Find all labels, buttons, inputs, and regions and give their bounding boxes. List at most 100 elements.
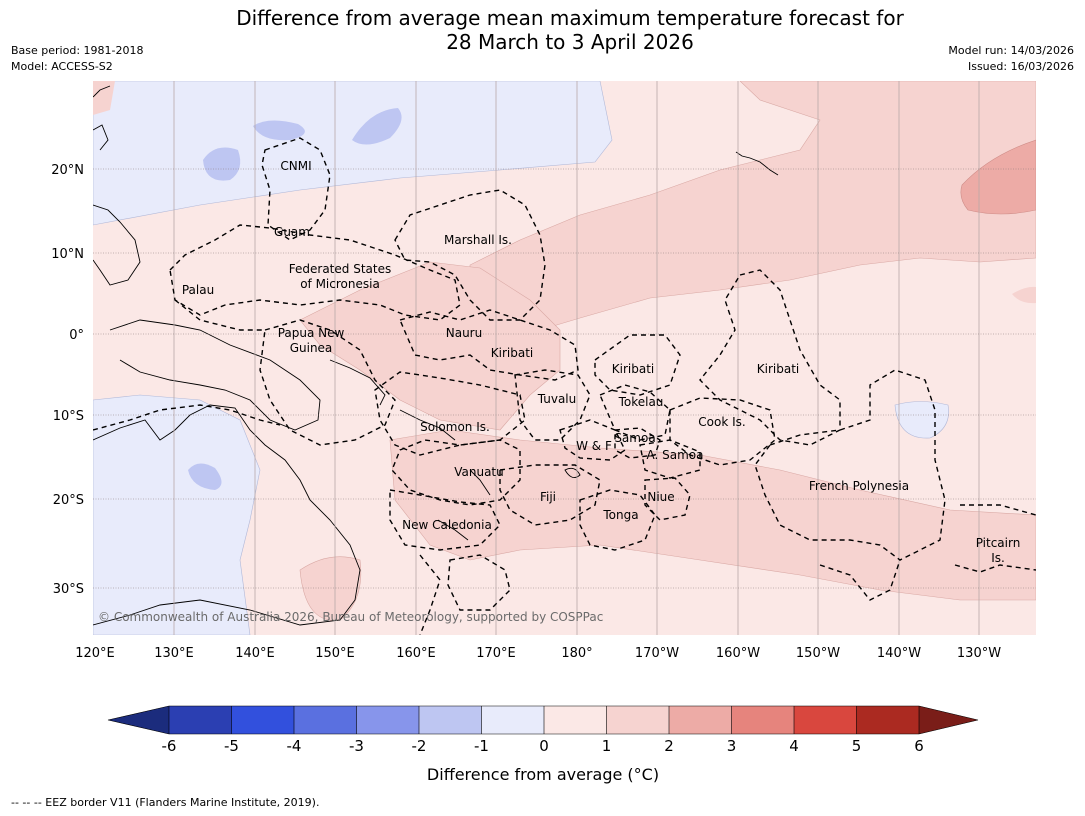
colorbar-label: Difference from average (°C)	[427, 765, 659, 784]
colorbar-tick: 5	[852, 737, 862, 755]
field-cold-patch-2	[203, 147, 241, 181]
field-hot-patch	[960, 139, 1036, 215]
chart-title: Difference from average mean maximum tem…	[140, 6, 1000, 54]
field-cool-north	[93, 81, 613, 226]
lon-label: 140°E	[235, 646, 275, 661]
label-kiribati-west: Kiribati	[491, 346, 533, 360]
lon-label: 130°E	[154, 646, 194, 661]
eez-tuvalu	[514, 369, 591, 441]
model-name: Model: ACCESS-S2	[11, 60, 113, 73]
lon-label: 150°W	[796, 646, 840, 661]
lon-label: 160°W	[716, 646, 760, 661]
label-png-2: Guinea	[290, 341, 333, 355]
eez-american-samoa	[639, 439, 701, 479]
field-cool-patch-east	[894, 401, 949, 439]
eez-norfolk	[447, 554, 511, 611]
colorbar-tick: -5	[224, 737, 239, 755]
colorbar: -6 -5 -4 -3 -2 -1 0 1 2 3 4 5 6 Differen…	[107, 705, 979, 784]
meta-right: Model run: 14/03/2026 Issued: 16/03/2026	[948, 43, 1074, 75]
coastlines	[93, 85, 779, 626]
lon-label: 170°E	[476, 646, 516, 661]
colorbar-tick: 2	[664, 737, 674, 755]
coast-vanuatu	[469, 469, 491, 496]
lat-label: 0°	[69, 328, 84, 343]
coast-solomon	[399, 409, 456, 441]
label-french-polynesia: French Polynesia	[809, 479, 909, 493]
eez-footnote: -- -- -- EEZ border V11 (Flanders Marine…	[11, 796, 320, 809]
colorbar-bin	[544, 706, 607, 734]
title-line-1: Difference from average mean maximum tem…	[236, 6, 904, 30]
lon-label: 160°E	[396, 646, 436, 661]
colorbar-tick: 1	[602, 737, 612, 755]
label-niue: Niue	[647, 490, 674, 504]
field-warm-equatorial	[299, 261, 561, 431]
label-american-samoa: A. Samoa	[647, 448, 704, 462]
meta-left: Base period: 1981-2018 Model: ACCESS-S2	[11, 43, 143, 75]
label-pitcairn-2: Is.	[991, 551, 1005, 565]
field-warm-south	[389, 429, 1036, 601]
label-cnmi: CNMI	[280, 159, 311, 173]
lat-label: 20°S	[53, 493, 84, 508]
label-fsm-2: of Micronesia	[300, 277, 380, 291]
label-tuvalu: Tuvalu	[537, 392, 577, 406]
eez-palau	[174, 299, 265, 331]
map-fields: CNMI Guam Marshall Is. Federated States …	[93, 81, 1036, 635]
field-cold-patch-3	[352, 108, 402, 145]
colorbar-extend-low	[108, 706, 169, 734]
eez-kermadec	[819, 559, 901, 601]
lat-axis-labels: 20°N 10°N 0° 10°S 20°S 30°S	[51, 163, 84, 597]
colorbar-tick: -3	[349, 737, 364, 755]
field-warm-corner	[93, 81, 115, 115]
eez-cnmi-guam	[261, 137, 331, 241]
coast-fiji	[564, 467, 581, 479]
eez-nauru-kiribati	[399, 309, 579, 381]
label-palau: Palau	[182, 283, 214, 297]
eez-borders	[93, 137, 1036, 635]
label-wallis-futuna: W & F	[576, 439, 612, 453]
eez-samoa	[614, 427, 661, 459]
field-warm-edge	[1012, 286, 1036, 304]
colorbar-extend-high	[919, 706, 978, 734]
lon-label: 180°	[561, 646, 592, 661]
colorbar-bin	[731, 706, 794, 734]
lon-label: 170°W	[635, 646, 679, 661]
forecast-map: CNMI Guam Marshall Is. Federated States …	[51, 81, 1036, 784]
eez-wallis-futuna	[559, 419, 626, 461]
label-solomon: Solomon Is.	[420, 420, 490, 434]
label-kiribati-east: Kiribati	[757, 362, 799, 376]
field-cool-south	[93, 394, 261, 635]
eez-pitcairn-north	[960, 504, 1036, 516]
field-cold-patch-4	[188, 463, 222, 490]
eez-australia-north	[93, 404, 281, 431]
lat-label: 30°S	[53, 582, 84, 597]
label-marshall: Marshall Is.	[444, 233, 512, 247]
colorbar-bin	[419, 706, 482, 734]
lon-label: 120°E	[75, 646, 115, 661]
colorbar-tick: 3	[727, 737, 737, 755]
label-tonga: Tonga	[602, 508, 638, 522]
lon-axis-labels: 120°E 130°E 140°E 150°E 160°E 170°E 180°…	[75, 646, 1001, 661]
eez-fiji	[499, 464, 601, 526]
colorbar-bin	[794, 706, 857, 734]
colorbar-bin	[481, 706, 544, 734]
title-line-2: 28 March to 3 April 2026	[446, 30, 694, 54]
colorbar-tick: -2	[412, 737, 427, 755]
label-tokelau: Tokelau	[618, 395, 664, 409]
coast-new-britain	[329, 359, 386, 406]
eez-pitcairn-south	[954, 564, 1036, 573]
coast-asia	[93, 85, 111, 98]
coast-australia	[93, 404, 361, 626]
eez-vanuatu	[391, 439, 521, 506]
graticule-meridians	[173, 81, 980, 635]
colorbar-bin	[669, 706, 732, 734]
colorbar-tick: 4	[789, 737, 799, 755]
copyright-notice: © Commonwealth of Australia 2026, Bureau…	[98, 610, 603, 624]
colorbar-dividers	[107, 705, 979, 735]
label-pitcairn-1: Pitcairn	[976, 536, 1021, 550]
lat-label: 10°S	[53, 409, 84, 424]
lat-label: 10°N	[51, 247, 84, 262]
colorbar-bin	[294, 706, 357, 734]
eez-lord-howe	[419, 554, 441, 635]
eez-new-caledonia	[389, 489, 501, 551]
label-guam: Guam	[274, 225, 310, 239]
